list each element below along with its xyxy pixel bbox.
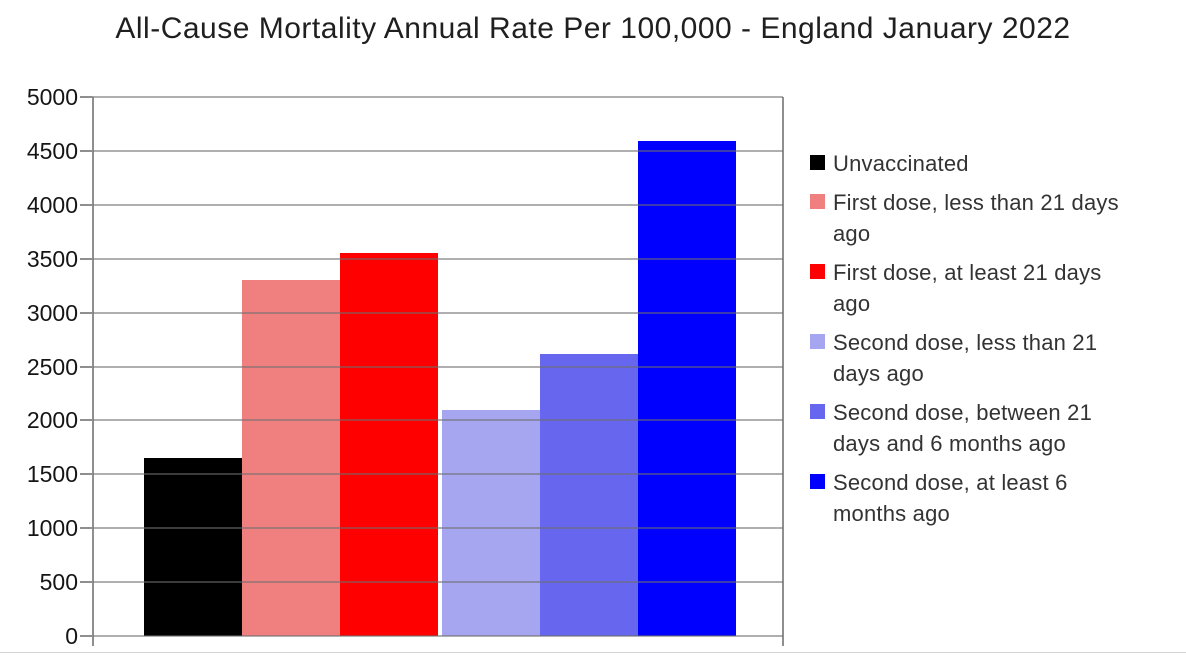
legend-swatch-icon	[810, 194, 825, 209]
y-tick-mark	[80, 257, 93, 260]
y-tick-label: 3000	[26, 299, 78, 326]
y-tick-mark	[80, 527, 93, 530]
legend-item: Unvaccinated	[810, 148, 1178, 179]
gridline-1000	[93, 527, 783, 530]
gridline-2500	[93, 365, 783, 368]
gridline-1500	[93, 473, 783, 476]
y-tick-label: 5000	[26, 84, 78, 110]
gridline-4500	[93, 149, 783, 152]
y-tick-mark	[80, 635, 93, 637]
legend-swatch-icon	[810, 155, 825, 170]
legend-item: First dose, less than 21 days ago	[810, 187, 1178, 249]
y-tick-label: 4000	[26, 191, 78, 218]
legend-swatch-icon	[810, 264, 825, 279]
y-tick-label: 500	[39, 569, 78, 596]
legend-swatch-icon	[810, 404, 825, 419]
legend-label: Second dose, at least 6 months ago	[833, 470, 1068, 526]
legend-item: First dose, at least 21 days ago	[810, 257, 1178, 319]
gridline-5000	[93, 96, 783, 98]
bar-first-dose-less-than-21-days-ago	[242, 280, 340, 636]
legend-label: Second dose, between 21 days and 6 months…	[833, 400, 1093, 456]
y-tick-mark	[80, 96, 93, 98]
legend-label: Unvaccinated	[833, 151, 969, 176]
gridline-3000	[93, 311, 783, 314]
y-axis-line-right	[782, 97, 784, 646]
chart-title: All-Cause Mortality Annual Rate Per 100,…	[115, 12, 1071, 45]
y-tick-mark	[80, 203, 93, 206]
legend-item: Second dose, at least 6 months ago	[810, 467, 1178, 529]
y-tick-label: 3500	[26, 245, 78, 272]
plot-area	[92, 96, 784, 646]
y-tick-mark	[80, 311, 93, 314]
y-tick-label: 0	[65, 623, 78, 649]
legend: Unvaccinated First dose, less than 21 day…	[810, 148, 1178, 537]
legend-swatch-icon	[810, 334, 825, 349]
bar-second-dose-less-than-21-days-ago	[442, 409, 540, 636]
legend-label: First dose, less than 21 days ago	[833, 190, 1119, 246]
y-tick-label: 1000	[26, 515, 78, 542]
y-tick-mark	[80, 473, 93, 476]
y-tick-mark	[80, 581, 93, 584]
y-tick-mark	[80, 419, 93, 422]
legend-swatch-icon	[810, 474, 825, 489]
legend-item: Second dose, less than 21 days ago	[810, 327, 1178, 389]
bottom-divider	[0, 652, 1186, 653]
y-axis-line-left	[92, 97, 94, 646]
gridline-500	[93, 581, 783, 584]
bar-second-dose-between-21-days-and-6-months-ago	[540, 353, 638, 636]
y-tick-mark	[80, 365, 93, 368]
y-tick-label: 2000	[26, 407, 78, 434]
bar-unvaccinated	[144, 458, 242, 636]
gridline-0	[93, 635, 783, 637]
y-tick-label: 1500	[26, 461, 78, 488]
legend-label: Second dose, less than 21 days ago	[833, 330, 1098, 386]
gridline-3500	[93, 257, 783, 260]
y-tick-label: 4500	[26, 137, 78, 164]
legend-item: Second dose, between 21 days and 6 months…	[810, 397, 1178, 459]
gridline-2000	[93, 419, 783, 422]
y-tick-mark	[80, 149, 93, 152]
bar-second-dose-at-least-6-months-ago	[638, 141, 736, 636]
legend-label: First dose, at least 21 days ago	[833, 260, 1102, 316]
gridline-4000	[93, 203, 783, 206]
bar-first-dose-at-least-21-days-ago	[340, 253, 438, 636]
y-tick-label: 2500	[26, 353, 78, 380]
